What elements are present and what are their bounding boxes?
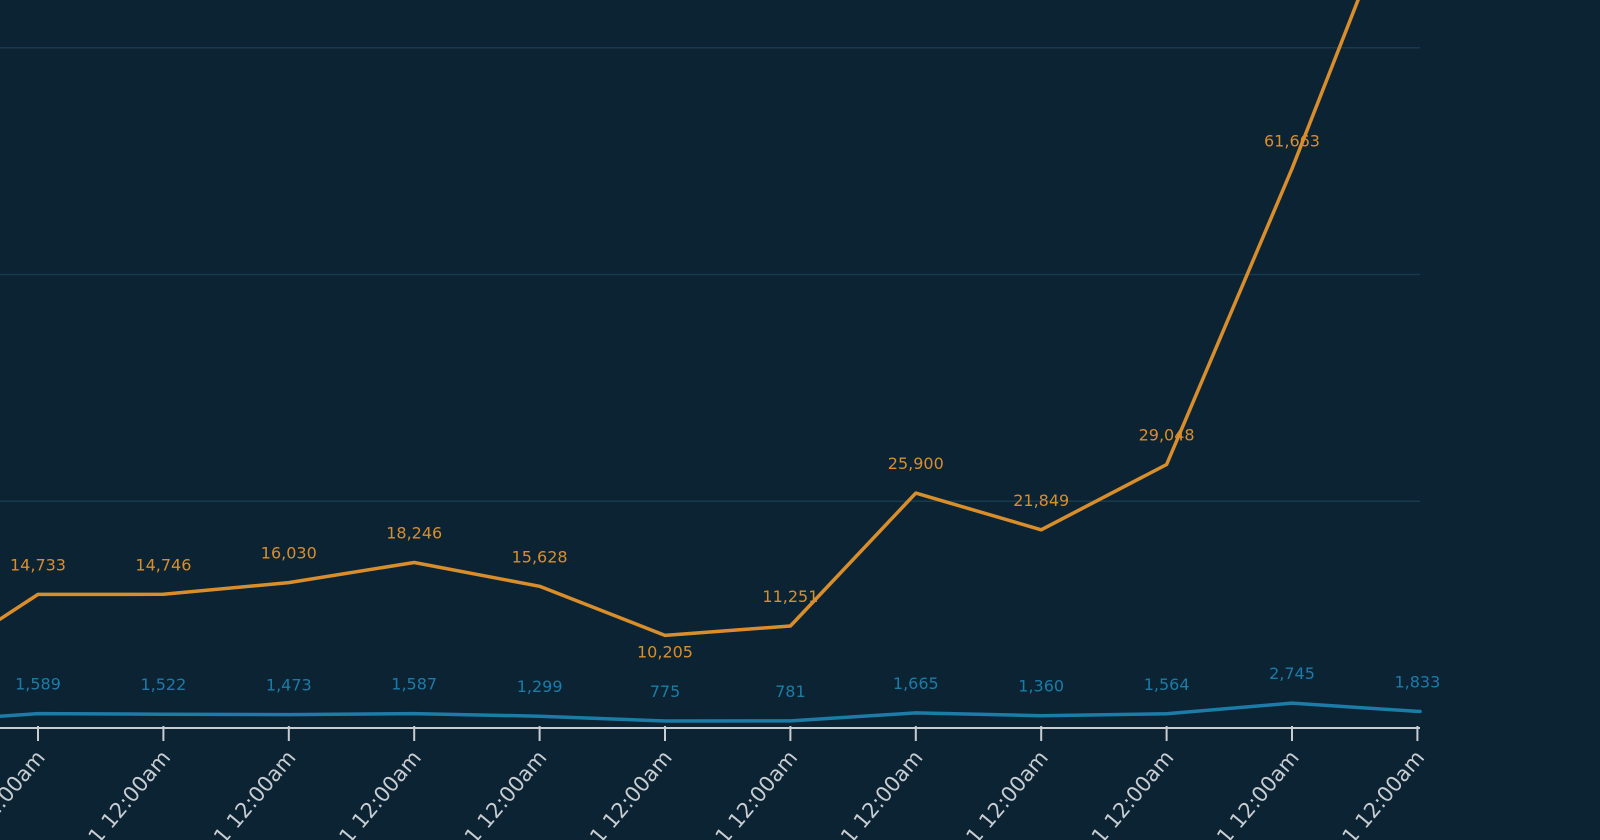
- x-tick-label-10: 1 12:00am: [1212, 746, 1304, 840]
- data-label-series-1-6: 11,251: [762, 587, 818, 606]
- data-label-series-1-9: 29,048: [1139, 426, 1195, 445]
- x-tick-label-7: 1 12:00am: [836, 746, 928, 840]
- data-label-series-2-5: 775: [650, 682, 681, 701]
- data-label-series-2-9: 1,564: [1144, 675, 1190, 694]
- series-line-series-1: [0, 0, 1360, 638]
- x-tick-label-6: 1 12:00am: [711, 746, 803, 840]
- data-label-series-2-1: 1,522: [140, 675, 186, 694]
- x-tick-label-8: 1 12:00am: [961, 746, 1053, 840]
- x-tick-label-11: 1 12:00am: [1338, 746, 1430, 840]
- x-tick-label-3: 1 12:00am: [334, 746, 426, 840]
- data-label-series-1-1: 14,746: [135, 555, 191, 574]
- x-tick-label-9: 1 12:00am: [1087, 746, 1179, 840]
- data-label-series-1-7: 25,900: [888, 454, 944, 473]
- x-tick-label-0: 12:00am: [0, 746, 50, 833]
- data-label-series-2-4: 1,299: [517, 677, 563, 696]
- data-label-series-2-6: 781: [775, 682, 806, 701]
- data-label-series-2-3: 1,587: [391, 675, 437, 694]
- data-label-series-1-2: 16,030: [261, 544, 317, 563]
- data-label-series-1-10: 61,663: [1264, 132, 1320, 151]
- data-label-series-2-2: 1,473: [266, 676, 312, 695]
- data-label-series-1-4: 15,628: [512, 547, 568, 566]
- data-label-series-1-3: 18,246: [386, 524, 442, 543]
- data-label-series-2-7: 1,665: [893, 674, 939, 693]
- x-tick-label-4: 1 12:00am: [460, 746, 552, 840]
- x-tick-label-5: 1 12:00am: [585, 746, 677, 840]
- series-line-series-2: [0, 701, 1422, 723]
- x-tick-label-1: 1 12:00am: [84, 746, 176, 840]
- data-label-series-2-10: 2,745: [1269, 664, 1315, 683]
- data-label-series-2-0: 1,589: [15, 675, 61, 694]
- data-label-series-2-8: 1,360: [1018, 677, 1064, 696]
- data-label-series-2-11: 1,833: [1394, 672, 1440, 691]
- data-label-series-1-0: 14,733: [10, 555, 66, 574]
- data-label-series-1-5: 10,205: [637, 642, 693, 661]
- x-tick-label-2: 1 12:00am: [209, 746, 301, 840]
- data-label-series-1-8: 21,849: [1013, 491, 1069, 510]
